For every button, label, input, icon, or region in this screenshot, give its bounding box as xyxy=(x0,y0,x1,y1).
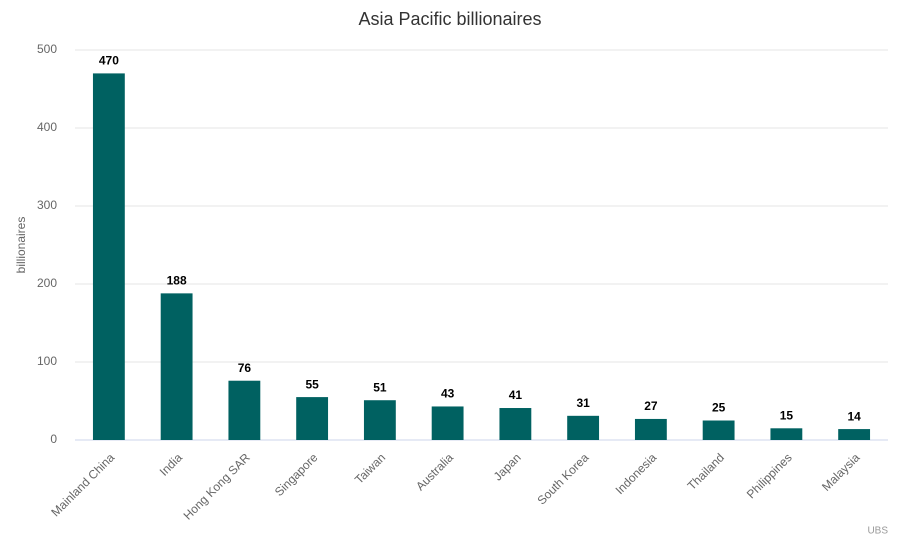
value-label: 43 xyxy=(441,387,455,401)
bar xyxy=(634,418,667,440)
value-label: 55 xyxy=(305,377,319,391)
bar xyxy=(567,415,600,440)
y-tick-label: 200 xyxy=(37,276,57,290)
y-tick-label: 300 xyxy=(37,198,57,212)
x-tick-label: Philippines xyxy=(744,450,795,501)
value-label: 15 xyxy=(780,408,794,422)
x-tick-label: Hong Kong SAR xyxy=(181,450,253,522)
bar xyxy=(92,73,125,441)
bar xyxy=(296,397,329,440)
y-tick-label: 500 xyxy=(37,42,57,56)
chart-title: Asia Pacific billionaires xyxy=(358,9,541,29)
value-label: 51 xyxy=(373,380,387,394)
x-tick-label: Malaysia xyxy=(819,450,863,494)
x-tick-label: South Korea xyxy=(534,450,591,507)
y-tick-label: 100 xyxy=(37,354,57,368)
value-label: 25 xyxy=(712,401,726,415)
value-label: 31 xyxy=(576,396,590,410)
x-tick-label: Singapore xyxy=(272,450,321,499)
x-tick-label: Mainland China xyxy=(48,450,117,519)
bar xyxy=(228,380,261,440)
credit: UBS xyxy=(867,526,888,537)
y-axis-label: billionaires xyxy=(14,217,28,274)
value-label: 27 xyxy=(644,399,658,413)
bar xyxy=(499,408,532,440)
x-tick-label: Australia xyxy=(413,450,456,493)
value-label: 188 xyxy=(167,274,187,288)
bar xyxy=(363,400,396,440)
bar xyxy=(160,293,193,440)
bar xyxy=(431,406,464,440)
y-tick-label: 0 xyxy=(50,432,57,446)
bar xyxy=(702,420,735,440)
value-label: 470 xyxy=(99,54,119,68)
value-label: 76 xyxy=(238,361,252,375)
x-tick-label: Indonesia xyxy=(613,450,660,497)
x-tick-label: Taiwan xyxy=(352,450,388,486)
bar xyxy=(770,428,803,440)
value-label: 14 xyxy=(847,409,861,423)
x-tick-label: India xyxy=(157,450,186,479)
x-tick-label: Thailand xyxy=(685,450,727,492)
y-tick-label: 400 xyxy=(37,120,57,134)
value-label: 41 xyxy=(509,388,523,402)
bar xyxy=(838,429,871,440)
x-tick-label: Japan xyxy=(491,450,524,483)
